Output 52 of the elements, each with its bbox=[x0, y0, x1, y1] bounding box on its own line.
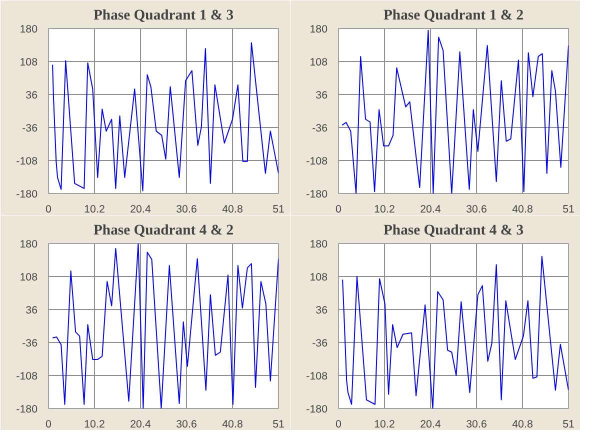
y-tick-label: 108 bbox=[20, 272, 38, 284]
x-tick-label: 10.2 bbox=[374, 418, 395, 430]
chart-title: Phase Quadrant 4 & 3 bbox=[383, 222, 524, 238]
y-tick-label: 180 bbox=[20, 24, 38, 36]
y-tick-label: 180 bbox=[310, 24, 328, 36]
chart-title: Phase Quadrant 1 & 2 bbox=[383, 8, 524, 24]
x-tick-label: 0 bbox=[336, 418, 342, 430]
y-tick-label: -108 bbox=[16, 370, 38, 382]
x-tick-label: 51 bbox=[562, 204, 574, 216]
chart-title: Phase Quadrant 1 & 3 bbox=[93, 8, 234, 24]
chart-title: Phase Quadrant 4 & 2 bbox=[93, 222, 234, 238]
x-tick-label: 40.8 bbox=[222, 204, 243, 216]
x-tick-label: 51 bbox=[272, 418, 284, 430]
y-tick-label: -36 bbox=[312, 338, 328, 350]
x-tick-label: 10.2 bbox=[374, 204, 395, 216]
x-tick-label: 30.6 bbox=[176, 418, 197, 430]
x-tick-label: 20.4 bbox=[420, 418, 441, 430]
y-tick-label: -36 bbox=[22, 122, 38, 134]
x-tick-label: 30.6 bbox=[466, 418, 487, 430]
x-tick-label: 30.6 bbox=[466, 204, 487, 216]
y-tick-label: 180 bbox=[20, 238, 38, 250]
x-tick-label: 0 bbox=[46, 204, 52, 216]
y-tick-label: 36 bbox=[26, 304, 38, 316]
x-tick-label: 51 bbox=[562, 418, 574, 430]
y-tick-label: 180 bbox=[310, 238, 328, 250]
y-tick-label: 108 bbox=[310, 56, 328, 68]
y-tick-label: -108 bbox=[306, 156, 328, 168]
y-tick-label: -36 bbox=[312, 122, 328, 134]
y-tick-label: -180 bbox=[306, 404, 328, 416]
y-tick-label: 36 bbox=[316, 90, 328, 102]
y-tick-label: 36 bbox=[316, 304, 328, 316]
x-tick-label: 0 bbox=[46, 418, 52, 430]
y-tick-label: -180 bbox=[16, 188, 38, 200]
y-tick-label: 108 bbox=[310, 272, 328, 284]
x-tick-label: 10.2 bbox=[84, 204, 105, 216]
x-tick-label: 20.4 bbox=[130, 418, 151, 430]
x-tick-label: 10.2 bbox=[84, 418, 105, 430]
x-tick-label: 0 bbox=[336, 204, 342, 216]
x-tick-label: 40.8 bbox=[222, 418, 243, 430]
x-tick-label: 51 bbox=[272, 204, 284, 216]
x-tick-label: 20.4 bbox=[420, 204, 441, 216]
y-tick-label: -36 bbox=[22, 338, 38, 350]
y-tick-label: 36 bbox=[26, 90, 38, 102]
y-tick-label: -180 bbox=[306, 188, 328, 200]
y-tick-label: -180 bbox=[16, 404, 38, 416]
x-tick-label: 20.4 bbox=[130, 204, 151, 216]
y-tick-label: 108 bbox=[20, 56, 38, 68]
y-tick-label: -108 bbox=[16, 156, 38, 168]
x-tick-label: 40.8 bbox=[512, 204, 533, 216]
y-tick-label: -108 bbox=[306, 370, 328, 382]
x-tick-label: 30.6 bbox=[176, 204, 197, 216]
x-tick-label: 40.8 bbox=[512, 418, 533, 430]
